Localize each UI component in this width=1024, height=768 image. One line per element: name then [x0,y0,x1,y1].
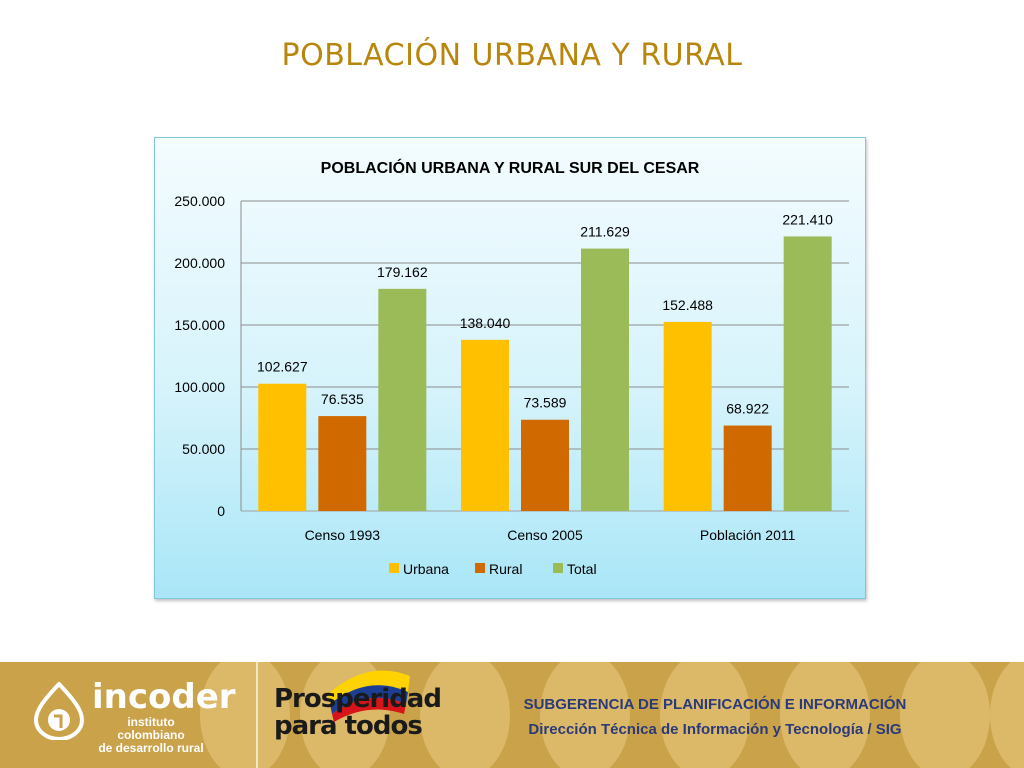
bar-urbana [258,383,307,511]
bar-total [378,288,427,511]
x-tick-label: Censo 1993 [305,527,381,543]
bar-total [581,248,629,511]
legend-label-urbana: Urbana [403,561,449,577]
y-tick-label: 200.000 [174,255,225,271]
incoder-logo-icon [34,682,84,740]
slogan-line-2: para todos [274,711,423,741]
footer-banner: incoder instituto colombiano de desarrol… [0,662,1024,768]
incoder-subtitle-line-2: de desarrollo rural [98,741,204,755]
chart-frame: POBLACIÓN URBANA Y RURAL SUR DEL CESAR 0 5… [154,137,866,599]
data-label: 102.627 [257,359,308,375]
legend-label-total: Total [567,561,597,577]
data-label: 179.162 [377,264,428,280]
incoder-subtitle-line-1: instituto colombiano [117,715,185,742]
org-line-1: SUBGERENCIA DE PLANIFICACIÓN E INFORMACI… [523,696,907,713]
bar-rural [723,425,772,511]
data-label: 138.040 [460,315,511,331]
bar-urbana [461,339,509,511]
x-tick-label: Censo 2005 [507,527,583,543]
legend-swatch-rural [475,563,485,573]
bar-total [783,236,832,511]
y-tick-label: 150.000 [174,317,225,333]
legend-swatch-total [553,563,563,573]
footer-divider [256,662,258,768]
incoder-logo-subtitle: instituto colombiano de desarrollo rural [96,716,206,755]
organization-info: SUBGERENCIA DE PLANIFICACIÓN E INFORMACI… [490,692,940,742]
org-line-2: Dirección Técnica de Información y Tecno… [528,721,902,738]
y-tick-label: 250.000 [174,193,225,209]
x-tick-label: Población 2011 [700,527,796,543]
flag-swoosh-icon [328,670,410,722]
bar-urbana [663,321,712,511]
data-label: 152.488 [662,297,713,313]
slide-title: POBLACIÓN URBANA Y RURAL [281,38,743,73]
data-label: 68.922 [726,401,769,417]
y-tick-label: 50.000 [182,441,225,457]
data-label: 211.629 [580,224,630,240]
data-label: 76.535 [321,391,364,407]
y-tick-label: 100.000 [174,379,225,395]
incoder-logo-text: incoder [92,677,236,717]
data-label: 221.410 [782,211,833,227]
y-tick-label: 0 [217,503,225,519]
bar-rural [521,419,569,511]
bar-rural [318,416,367,511]
legend-label-rural: Rural [489,561,522,577]
prosperidad-logo: Prosperidad para todos [274,684,442,741]
legend-swatch-urbana [389,563,399,573]
data-label: 73.589 [524,395,567,411]
slogan-line-1: Prosperidad [274,684,442,714]
chart-title: POBLACIÓN URBANA Y RURAL SUR DEL CESAR [321,158,700,177]
bar-chart: POBLACIÓN URBANA Y RURAL SUR DEL CESAR 0 5… [174,158,849,577]
